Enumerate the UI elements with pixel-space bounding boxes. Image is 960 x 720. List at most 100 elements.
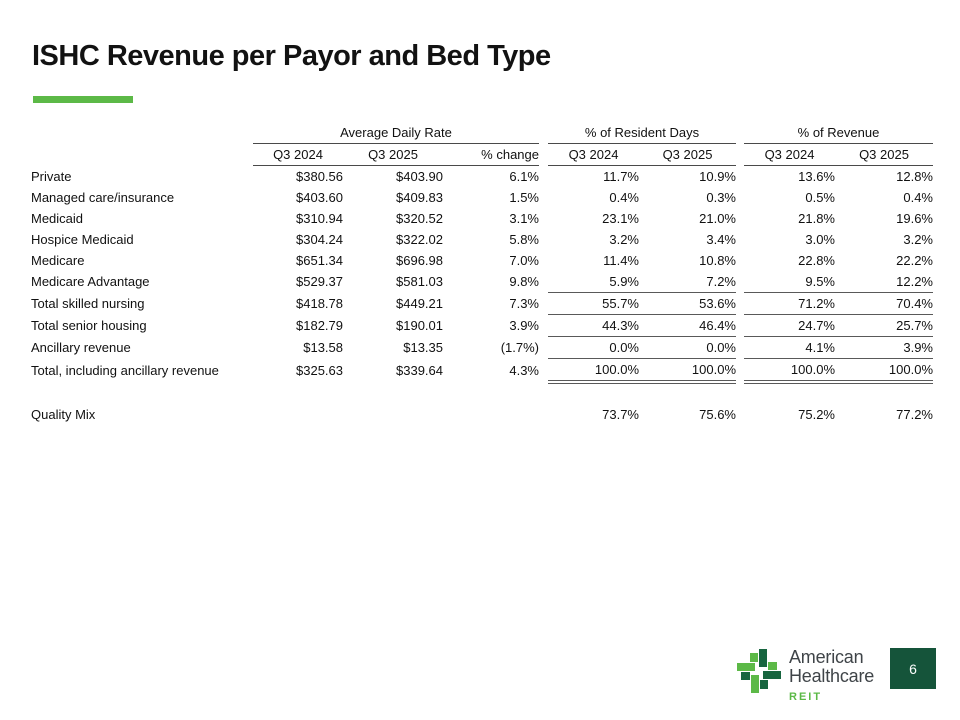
brand-line-american: American <box>789 647 864 667</box>
row-label: Medicaid <box>31 211 84 226</box>
row-label: Total, including ancillary revenue <box>31 362 219 378</box>
brand-line-reit: REIT <box>789 691 823 703</box>
column-gap <box>539 122 548 144</box>
value-cell: $182.79 <box>296 318 343 333</box>
table-body: Private $380.56 $403.90 6.1% 11.7% 10.9% 13.6%… <box>31 166 933 426</box>
quality-mix-row: Quality Mix 73.7% 75.6% 75.2% 77.2% <box>31 404 933 425</box>
value-cell: 75.6% <box>699 407 736 422</box>
value-cell: 0.4% <box>903 190 933 205</box>
column-header: Q3 2025 <box>343 143 443 166</box>
value-cell: 4.1% <box>744 336 835 359</box>
row-label: Total senior housing <box>31 318 147 333</box>
value-cell: 55.7% <box>548 292 639 315</box>
value-cell: 6.1% <box>509 169 539 184</box>
value-cell: 10.8% <box>699 253 736 268</box>
value-cell: 5.9% <box>609 274 639 289</box>
value-cell: 7.2% <box>706 274 736 289</box>
value-cell: $418.78 <box>296 296 343 311</box>
column-gap <box>539 229 548 250</box>
column-gap <box>736 359 744 383</box>
value-cell: 22.2% <box>896 253 933 268</box>
row-label: Managed care/insurance <box>31 190 175 205</box>
column-header: Q3 2025 <box>639 143 736 166</box>
value-cell: 3.9% <box>509 318 539 333</box>
column-gap <box>736 293 744 315</box>
value-cell <box>253 404 343 425</box>
empty-corner-cell <box>31 122 253 144</box>
value-cell: 24.7% <box>744 314 835 337</box>
column-header: Q3 2024 <box>548 143 639 166</box>
value-cell: 21.0% <box>699 211 736 226</box>
value-cell: 3.2% <box>903 232 933 247</box>
column-gap <box>539 293 548 315</box>
column-gap <box>736 208 744 229</box>
value-cell: $320.52 <box>396 211 443 226</box>
table-row: Hospice Medicaid $304.24 $322.02 5.8% 3.2% 3.… <box>31 229 933 250</box>
column-gap <box>539 337 548 359</box>
column-gap <box>539 271 548 293</box>
value-cell: 21.8% <box>798 211 835 226</box>
table-row: Private $380.56 $403.90 6.1% 11.7% 10.9% 13.6%… <box>31 166 933 188</box>
value-cell: 44.3% <box>548 314 639 337</box>
brand-cross-icon <box>737 649 781 693</box>
column-gap <box>736 229 744 250</box>
table-row: Medicare $651.34 $696.98 7.0% 11.4% 10.8% 22.8… <box>31 250 933 271</box>
row-label: Total skilled nursing <box>31 296 145 311</box>
value-cell: $380.56 <box>296 169 343 184</box>
row-label: Private <box>31 168 72 184</box>
value-cell: 23.1% <box>602 211 639 226</box>
group-header-row: Average Daily Rate % of Resident Days % … <box>31 122 933 144</box>
value-cell: 3.4% <box>706 232 736 247</box>
revenue-table: Average Daily Rate % of Resident Days % … <box>31 122 933 425</box>
table-row: Total skilled nursing $418.78 $449.21 7.3% 5… <box>31 292 933 315</box>
value-cell: $529.37 <box>296 274 343 290</box>
column-gap <box>736 187 744 208</box>
row-label: Medicare <box>31 253 85 268</box>
column-gap <box>736 271 744 293</box>
column-gap <box>736 166 744 188</box>
column-header: Q3 2025 <box>835 143 933 166</box>
spacer-row <box>31 382 933 404</box>
table-row: Ancillary revenue $13.58 $13.35 (1.7%) 0.0% 0… <box>31 336 933 359</box>
value-cell: $13.35 <box>403 340 443 355</box>
value-cell: 11.7% <box>603 169 639 184</box>
group-header-average-daily-rate: Average Daily Rate <box>253 122 539 144</box>
value-cell: 22.8% <box>798 253 835 268</box>
value-cell: $310.94 <box>296 211 343 226</box>
column-gap <box>736 315 744 337</box>
value-cell: 3.1% <box>509 211 539 226</box>
value-cell: 3.2% <box>609 232 639 247</box>
value-cell: 7.0% <box>509 253 539 268</box>
value-cell: 9.5% <box>805 274 835 289</box>
value-cell: 4.3% <box>509 362 539 378</box>
value-cell: $339.64 <box>396 362 443 378</box>
value-cell: 7.3% <box>509 296 539 311</box>
column-gap <box>736 144 744 166</box>
value-cell: 100.0% <box>835 358 933 384</box>
value-cell: 53.6% <box>639 292 736 315</box>
value-cell: 19.6% <box>896 211 933 226</box>
value-cell: 77.2% <box>896 407 933 422</box>
value-cell: 46.4% <box>639 314 736 337</box>
value-cell: 12.8% <box>896 169 933 184</box>
column-gap <box>736 404 744 425</box>
row-label: Hospice Medicaid <box>31 232 134 247</box>
column-gap <box>539 404 548 425</box>
row-label: Medicare Advantage <box>31 274 150 290</box>
value-cell: 100.0% <box>744 358 835 384</box>
column-gap <box>539 187 548 208</box>
table-row: Total, including ancillary revenue $325.6… <box>31 358 933 384</box>
brand-wordmark: American Healthcare REIT <box>789 648 874 707</box>
group-header-resident-days: % of Resident Days <box>548 122 736 144</box>
value-cell: 25.7% <box>835 314 933 337</box>
row-label: Ancillary revenue <box>31 340 131 355</box>
value-cell: (1.7%) <box>500 340 539 355</box>
value-cell: $409.83 <box>396 190 443 205</box>
column-gap <box>539 208 548 229</box>
table-row: Medicaid $310.94 $320.52 3.1% 23.1% 21.0% 21.8… <box>31 208 933 229</box>
value-cell: 71.2% <box>744 292 835 315</box>
table-row: Medicare Advantage $529.37 $581.03 9.8% 5.9%… <box>31 271 933 293</box>
table-row: Managed care/insurance $403.60 $409.83 1.5%… <box>31 187 933 208</box>
value-cell: 0.0% <box>639 336 736 359</box>
